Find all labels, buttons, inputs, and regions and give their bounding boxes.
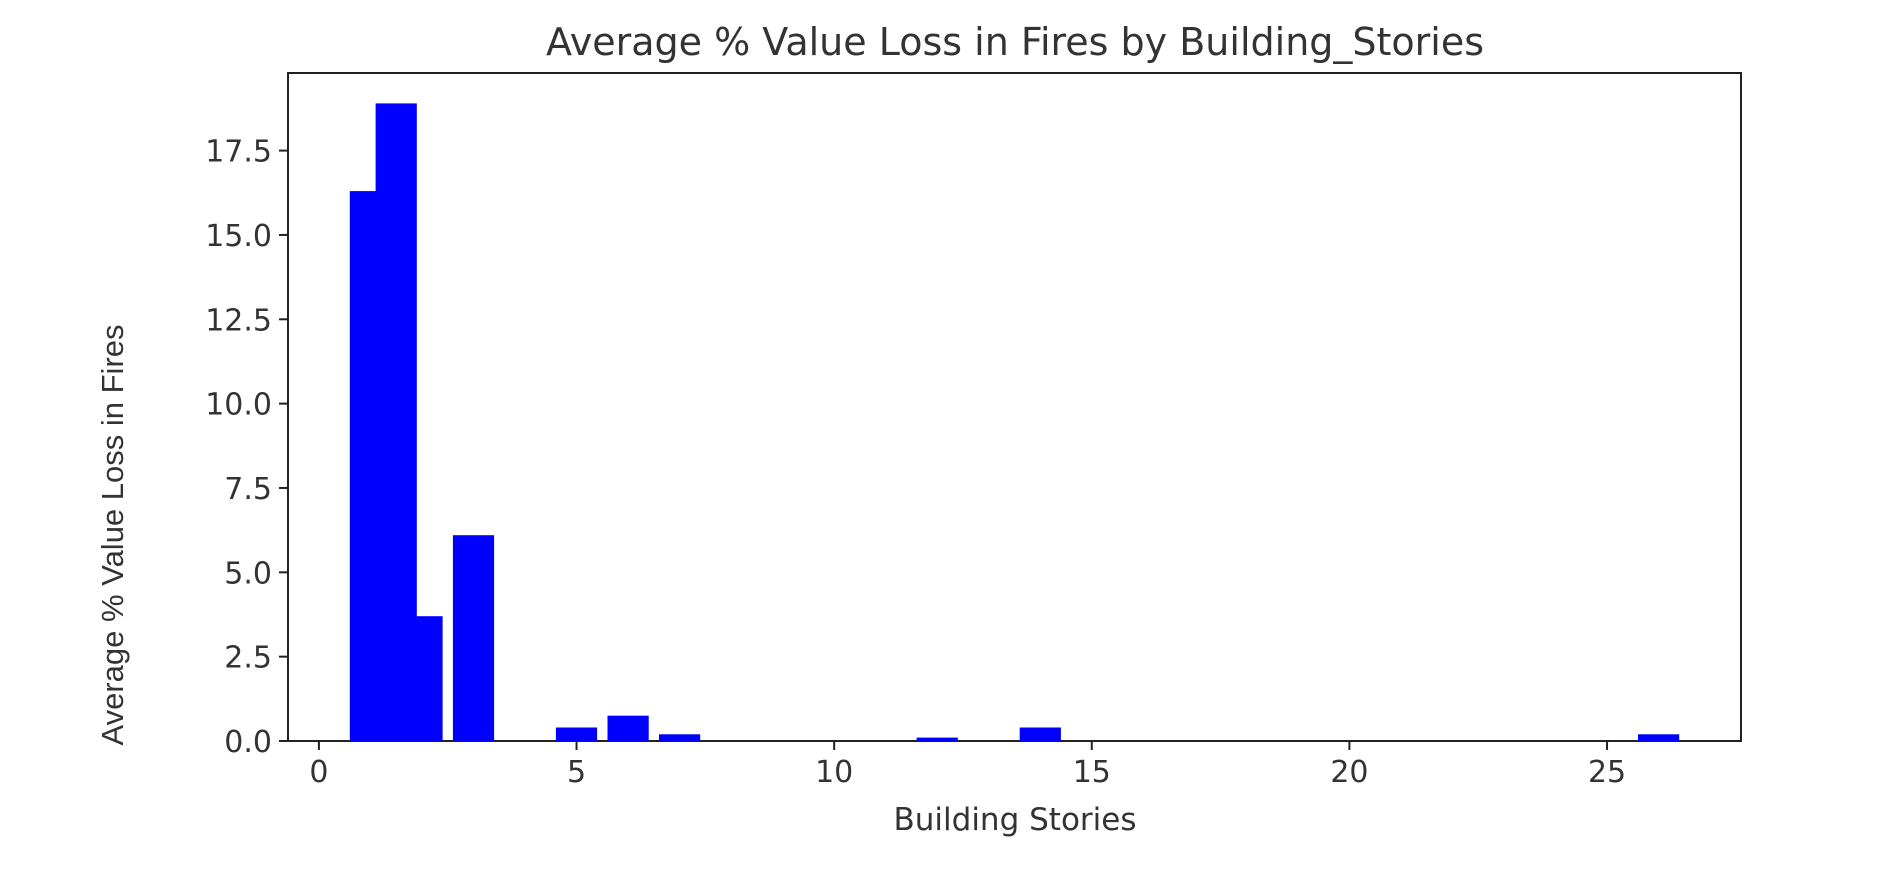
y-tick-label: 2.5 [224, 641, 272, 676]
x-tick-label: 10 [815, 755, 853, 790]
bar [1638, 734, 1680, 741]
chart-title: Average % Value Loss in Fires by Buildin… [546, 20, 1484, 64]
y-axis-label: Average % Value Loss in Fires [95, 324, 130, 745]
bar [916, 737, 958, 741]
x-axis: 0 5 10 15 20 25 [309, 741, 1626, 790]
x-tick-label: 25 [1588, 755, 1626, 790]
bars-group [349, 103, 1680, 742]
bar [1019, 727, 1061, 741]
x-axis-label: Building Stories [894, 802, 1137, 838]
y-tick-label: 7.5 [224, 472, 272, 507]
y-tick-label: 10.0 [205, 388, 272, 423]
plot-frame [287, 72, 1742, 742]
x-tick-label: 20 [1330, 755, 1368, 790]
y-tick-label: 0.0 [224, 725, 272, 760]
bar [401, 616, 443, 741]
x-tick-label: 5 [567, 755, 586, 790]
x-tick-label: 15 [1073, 755, 1111, 790]
y-tick-label: 15.0 [205, 219, 272, 254]
bar [659, 734, 701, 741]
y-tick-label: 17.5 [205, 135, 272, 170]
bar [452, 535, 495, 741]
bar [555, 727, 598, 741]
y-axis: 0.0 2.5 5.0 7.5 10.0 12.5 15.0 17.5 [205, 135, 288, 760]
plot-area [287, 72, 1742, 742]
bar [607, 715, 649, 741]
y-tick-label: 5.0 [224, 556, 272, 591]
x-tick-label: 0 [309, 755, 328, 790]
y-tick-label: 12.5 [205, 303, 272, 338]
